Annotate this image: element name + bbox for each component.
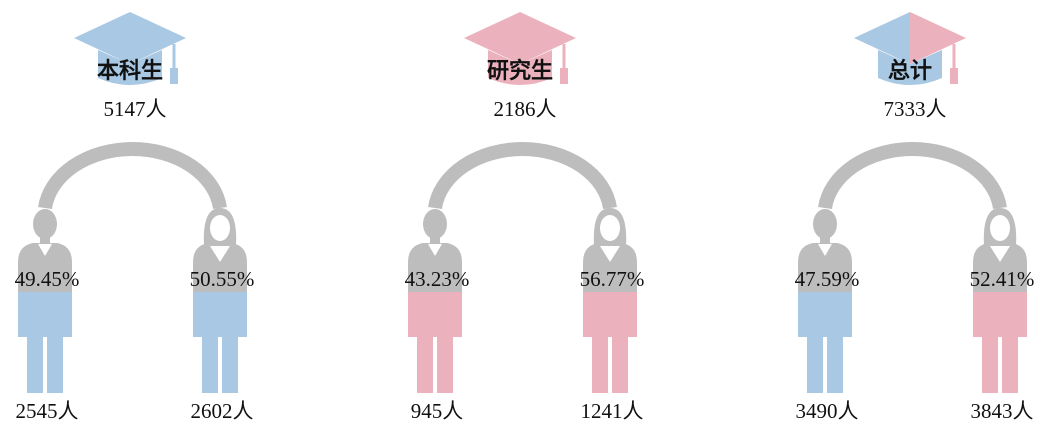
leg xyxy=(612,337,628,393)
torso-top xyxy=(193,243,247,292)
torso xyxy=(973,292,1027,337)
torso xyxy=(408,292,462,337)
tassel xyxy=(170,68,178,84)
neck xyxy=(40,234,50,246)
leg xyxy=(437,337,453,393)
head xyxy=(990,215,1010,241)
head xyxy=(210,215,230,241)
head xyxy=(423,209,447,239)
neckline xyxy=(210,246,230,262)
leg xyxy=(417,337,433,393)
arc xyxy=(428,142,617,210)
collar xyxy=(818,244,832,256)
leg xyxy=(827,337,843,393)
male-count: 2545人 xyxy=(16,399,79,423)
male-percent: 49.45% xyxy=(15,267,80,291)
female-count: 3843人 xyxy=(971,399,1034,423)
torso xyxy=(798,292,852,337)
leg xyxy=(1002,337,1018,393)
cap-right xyxy=(130,12,186,64)
collar xyxy=(38,244,52,256)
torso-top xyxy=(583,243,637,292)
head xyxy=(813,209,837,239)
cap-band xyxy=(98,50,162,85)
cap-band xyxy=(878,50,942,85)
tassel xyxy=(950,68,958,84)
total: 2186人 xyxy=(494,97,557,121)
cap-left xyxy=(74,12,130,64)
group-label: 研究生 xyxy=(487,58,553,84)
torso xyxy=(583,292,637,337)
leg xyxy=(47,337,63,393)
male-percent: 47.59% xyxy=(795,267,860,291)
torso xyxy=(18,292,72,337)
total: 7333人 xyxy=(884,97,947,121)
leg xyxy=(592,337,608,393)
cap-right xyxy=(910,12,966,64)
group-label: 本科生 xyxy=(97,59,163,84)
female-percent: 56.77% xyxy=(580,267,645,291)
head xyxy=(33,209,57,239)
female-percent: 52.41% xyxy=(970,267,1035,291)
group: 研究生 2186人 43.23% 56.77% 945人 1241人 xyxy=(405,12,645,423)
male-count: 945人 xyxy=(411,399,464,423)
neck xyxy=(430,234,440,246)
neckline xyxy=(990,246,1010,262)
group: 总计 7333人 47.59% 52.41% 3490人 3843人 xyxy=(795,12,1035,423)
female-count: 1241人 xyxy=(581,399,644,423)
male-percent: 43.23% xyxy=(405,267,470,291)
head xyxy=(600,215,620,241)
cap-band xyxy=(488,50,552,85)
tassel xyxy=(560,68,568,84)
leg xyxy=(807,337,823,393)
torso xyxy=(193,292,247,337)
cap-left xyxy=(464,12,520,64)
leg xyxy=(202,337,218,393)
arc xyxy=(818,142,1007,210)
leg xyxy=(222,337,238,393)
group-label: 总计 xyxy=(888,58,932,84)
leg xyxy=(982,337,998,393)
female-count: 2602人 xyxy=(191,399,254,423)
neck xyxy=(820,234,830,246)
total: 5147人 xyxy=(104,97,167,121)
torso-top xyxy=(408,243,462,292)
female-percent: 50.55% xyxy=(190,267,255,291)
arc xyxy=(38,142,227,210)
leg xyxy=(27,337,43,393)
male-count: 3490人 xyxy=(796,399,859,423)
torso-top xyxy=(973,243,1027,292)
neckline xyxy=(600,246,620,262)
torso-top xyxy=(18,243,72,292)
collar xyxy=(428,244,442,256)
group: 本科生 5147人 49.45% 50.55% 2545人 2602人 xyxy=(15,12,255,423)
torso-top xyxy=(798,243,852,292)
cap-right xyxy=(520,12,576,64)
cap-left xyxy=(854,12,910,64)
